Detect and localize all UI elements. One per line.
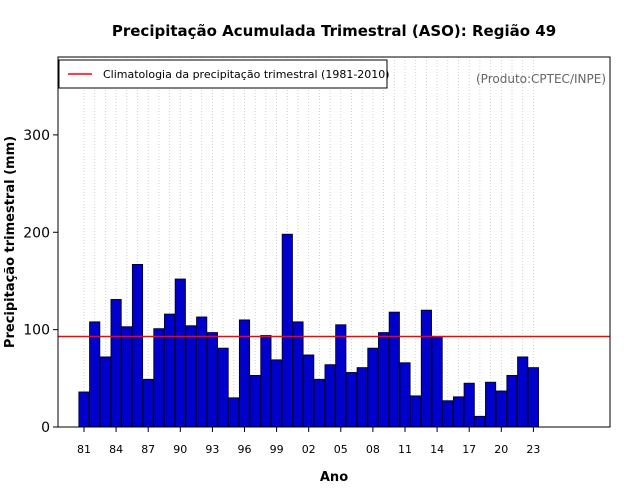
bar-1982 bbox=[89, 321, 101, 428]
legend-box bbox=[58, 59, 388, 89]
y-tick-label-300: 300 bbox=[23, 128, 50, 144]
bar-1988 bbox=[153, 328, 165, 428]
x-tick-label-1993: 93 bbox=[205, 443, 219, 456]
bar-1987 bbox=[142, 378, 154, 428]
bar-2021 bbox=[506, 374, 518, 428]
bar-1992 bbox=[196, 316, 208, 428]
legend-label: Climatologia da precipitação trimestral … bbox=[103, 68, 390, 81]
y-tick-label-0: 0 bbox=[41, 420, 50, 436]
x-tick-label-2002: 02 bbox=[302, 443, 316, 456]
bar-2002 bbox=[303, 354, 315, 428]
x-tick-label-1987: 87 bbox=[141, 443, 155, 456]
x-axis-label: Ano bbox=[320, 470, 348, 485]
bar-2020 bbox=[495, 390, 507, 428]
bar-2022 bbox=[517, 356, 529, 428]
x-tick-label-2005: 05 bbox=[334, 443, 348, 456]
bar-2009 bbox=[378, 332, 390, 428]
y-axis: 0 100 200 300 bbox=[23, 128, 58, 436]
bar-2008 bbox=[367, 347, 379, 428]
chart-title: Precipitação Acumulada Trimestral (ASO):… bbox=[112, 22, 556, 40]
bar-2018 bbox=[474, 415, 486, 428]
bar-2005 bbox=[335, 324, 347, 428]
bar-1984 bbox=[110, 299, 122, 428]
x-tick-label-1999: 99 bbox=[270, 443, 284, 456]
x-tick-label-1996: 96 bbox=[238, 443, 252, 456]
bars-group bbox=[78, 233, 539, 428]
bar-1993 bbox=[206, 332, 218, 428]
bar-1999 bbox=[271, 359, 283, 428]
bar-2019 bbox=[485, 381, 497, 428]
x-tick-label-2020: 20 bbox=[494, 443, 508, 456]
y-tick-label-100: 100 bbox=[23, 323, 50, 339]
bar-2011 bbox=[399, 362, 411, 428]
x-tick-label-1981: 81 bbox=[77, 443, 91, 456]
legend: Climatologia da precipitação trimestral … bbox=[58, 59, 390, 89]
x-tick-label-2011: 11 bbox=[398, 443, 412, 456]
bar-2013 bbox=[420, 309, 432, 428]
x-tick-label-2023: 23 bbox=[526, 443, 540, 456]
bar-1983 bbox=[99, 356, 111, 428]
bar-1995 bbox=[228, 397, 240, 428]
bar-1990 bbox=[174, 278, 186, 428]
bar-2014 bbox=[431, 336, 443, 428]
x-axis: 81 84 87 90 93 96 99 02 05 08 11 14 17 20 23 bbox=[77, 427, 540, 456]
bar-2006 bbox=[345, 372, 358, 428]
bar-2015 bbox=[442, 400, 454, 428]
bar-2004 bbox=[324, 364, 336, 428]
bar-1985 bbox=[121, 326, 133, 428]
bar-2010 bbox=[388, 311, 400, 428]
bar-2007 bbox=[356, 367, 368, 428]
source-note: (Produto:CPTEC/INPE) bbox=[476, 72, 606, 86]
y-axis-label: Precipitação trimestral (mm) bbox=[3, 136, 18, 348]
y-tick-label-200: 200 bbox=[23, 225, 50, 241]
x-tick-label-1990: 90 bbox=[173, 443, 187, 456]
bar-1997 bbox=[249, 374, 261, 428]
x-tick-label-2017: 17 bbox=[462, 443, 476, 456]
bar-2000 bbox=[281, 233, 293, 428]
bar-2012 bbox=[410, 395, 422, 428]
bar-2001 bbox=[292, 321, 304, 428]
bar-1981 bbox=[78, 391, 90, 428]
bar-1994 bbox=[217, 347, 229, 428]
x-tick-label-2008: 08 bbox=[366, 443, 380, 456]
bar-1998 bbox=[260, 335, 272, 428]
bar-1986 bbox=[131, 263, 144, 428]
bar-1991 bbox=[185, 325, 197, 428]
bar-1989 bbox=[164, 313, 176, 428]
bar-2017 bbox=[463, 382, 475, 428]
bar-2016 bbox=[452, 396, 465, 428]
plot-frame bbox=[57, 56, 611, 428]
x-tick-label-2014: 14 bbox=[430, 443, 444, 456]
bar-2023 bbox=[527, 367, 539, 428]
x-tick-label-1984: 84 bbox=[109, 443, 123, 456]
bar-2003 bbox=[313, 378, 325, 428]
